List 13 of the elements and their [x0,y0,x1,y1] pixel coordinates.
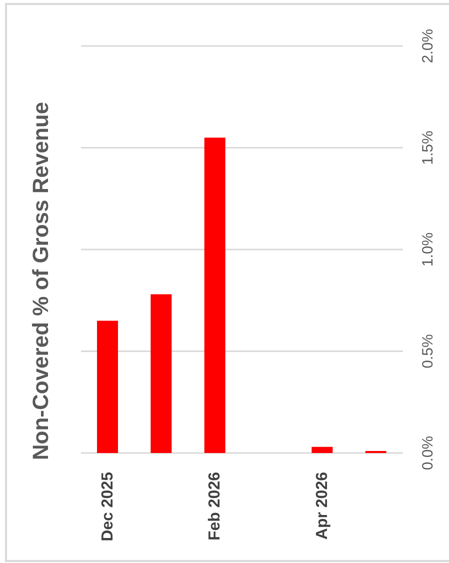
bar [97,320,118,453]
y-tick-label: 0.0% [420,436,436,470]
x-tick-label: Apr 2026 [314,472,331,540]
y-tick-label: 2.0% [420,28,436,64]
y-tick-label: 1.0% [420,232,436,267]
bar [204,138,226,453]
y-axis-title: Non-Covered % of Gross Revenue [28,102,52,460]
bar [150,294,172,453]
y-tick-label: 0.5% [420,334,436,368]
x-tick-label: Feb 2026 [206,472,224,540]
bar [312,446,333,453]
y-tick-label: 1.5% [420,130,436,165]
x-tick-label: Dec 2025 [99,472,116,542]
